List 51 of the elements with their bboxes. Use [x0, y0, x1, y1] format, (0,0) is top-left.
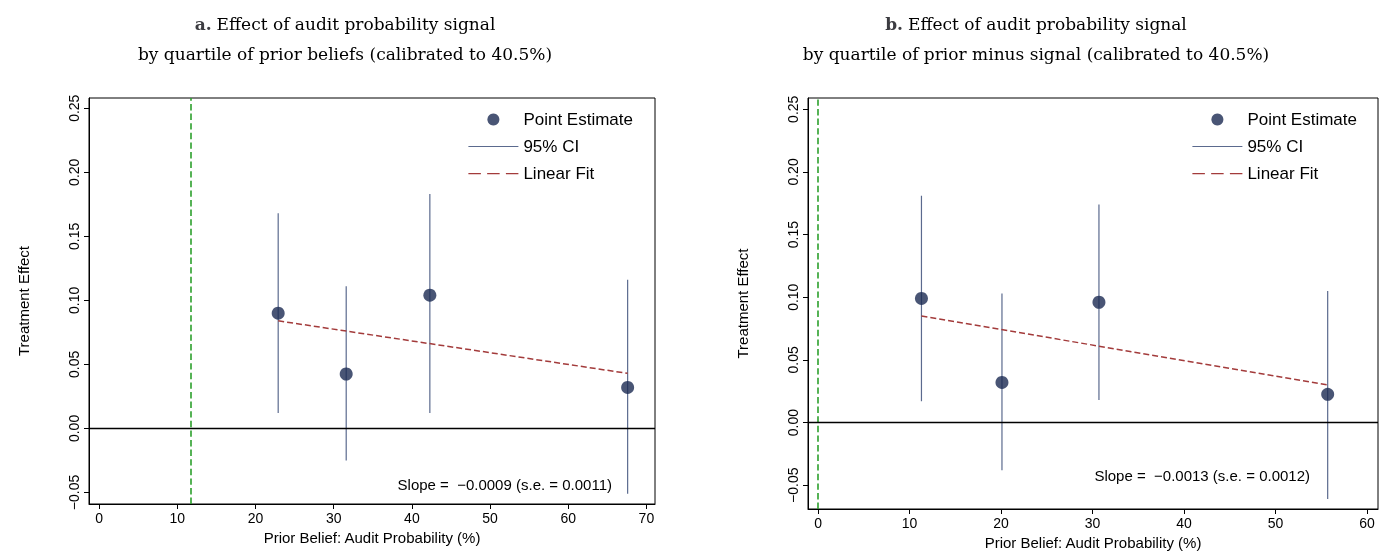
- x-tick-label: 70: [638, 510, 655, 526]
- chart-title: a. Effect of audit probability signal by quartile of prior beliefs (calibrated to 40.5%): [137, 14, 553, 64]
- point: [423, 288, 437, 302]
- x-tick-label: 60: [1359, 515, 1376, 531]
- y-tick-label: 0.05: [785, 346, 801, 374]
- x-tick-label: 0: [814, 515, 823, 531]
- legend-label: Point Estimate: [1247, 110, 1358, 129]
- x-tick-label: 10: [901, 515, 918, 531]
- y-tick-label: 0.10: [66, 286, 82, 314]
- point: [1321, 387, 1335, 401]
- y-tick-label: 0.25: [66, 94, 82, 122]
- annotation: Slope = −0.0013 (s.e. = 0.0012): [1094, 467, 1310, 484]
- legend-label: Point Estimate: [523, 110, 634, 129]
- x-tick-label: 30: [1084, 515, 1101, 531]
- y-tick-label: −0.05: [66, 474, 82, 511]
- y-tick-label: 0.25: [785, 95, 801, 123]
- annotation: Slope = −0.0009 (s.e. = 0.0011): [397, 476, 613, 493]
- x-tick-label: 30: [325, 510, 342, 526]
- y-tick-label: 0.05: [66, 350, 82, 379]
- y-tick-label: 0.15: [785, 220, 801, 249]
- y-tick-label: −0.05: [785, 467, 801, 503]
- x-tick-label: 50: [482, 510, 499, 526]
- y-tick-label: 0.20: [66, 158, 82, 186]
- legend-label: Linear Fit: [523, 164, 595, 183]
- x-tick-label: 20: [993, 515, 1010, 531]
- legend-label: Linear Fit: [1247, 164, 1319, 183]
- point: [914, 291, 928, 305]
- y-tick-label: 0.20: [785, 158, 801, 186]
- y-tick-label: 0.10: [785, 283, 801, 311]
- x-tick-label: 40: [1176, 515, 1193, 531]
- x-tick-label: 0: [95, 510, 104, 526]
- y-tick-label: 0.00: [66, 414, 82, 443]
- x-tick-label: 50: [1267, 515, 1284, 531]
- y-tick-label: 0.15: [66, 222, 82, 250]
- point: [271, 306, 285, 320]
- y-tick-label: 0.00: [785, 408, 801, 437]
- point: [621, 380, 635, 394]
- y-axis-title: Treatment Effect: [734, 247, 751, 359]
- legend-label: 95% CI: [523, 137, 580, 156]
- x-tick-label: 10: [169, 510, 186, 526]
- x-tick-label: 20: [247, 510, 264, 526]
- point: [995, 375, 1009, 389]
- point: [339, 367, 353, 381]
- x-tick-label: 60: [560, 510, 577, 526]
- y-axis-title: Treatment Effect: [15, 245, 32, 357]
- x-axis-title: Prior Belief: Audit Probability (%): [263, 528, 481, 546]
- x-tick-label: 40: [404, 510, 420, 526]
- x-axis-title: Prior Belief: Audit Probability (%): [984, 533, 1202, 551]
- chart-title: b. Effect of audit probability signal by quartile of prior minus signal (calibrated to 40.5%): [802, 14, 1270, 64]
- point: [1092, 295, 1106, 309]
- legend-label: 95% CI: [1247, 137, 1304, 156]
